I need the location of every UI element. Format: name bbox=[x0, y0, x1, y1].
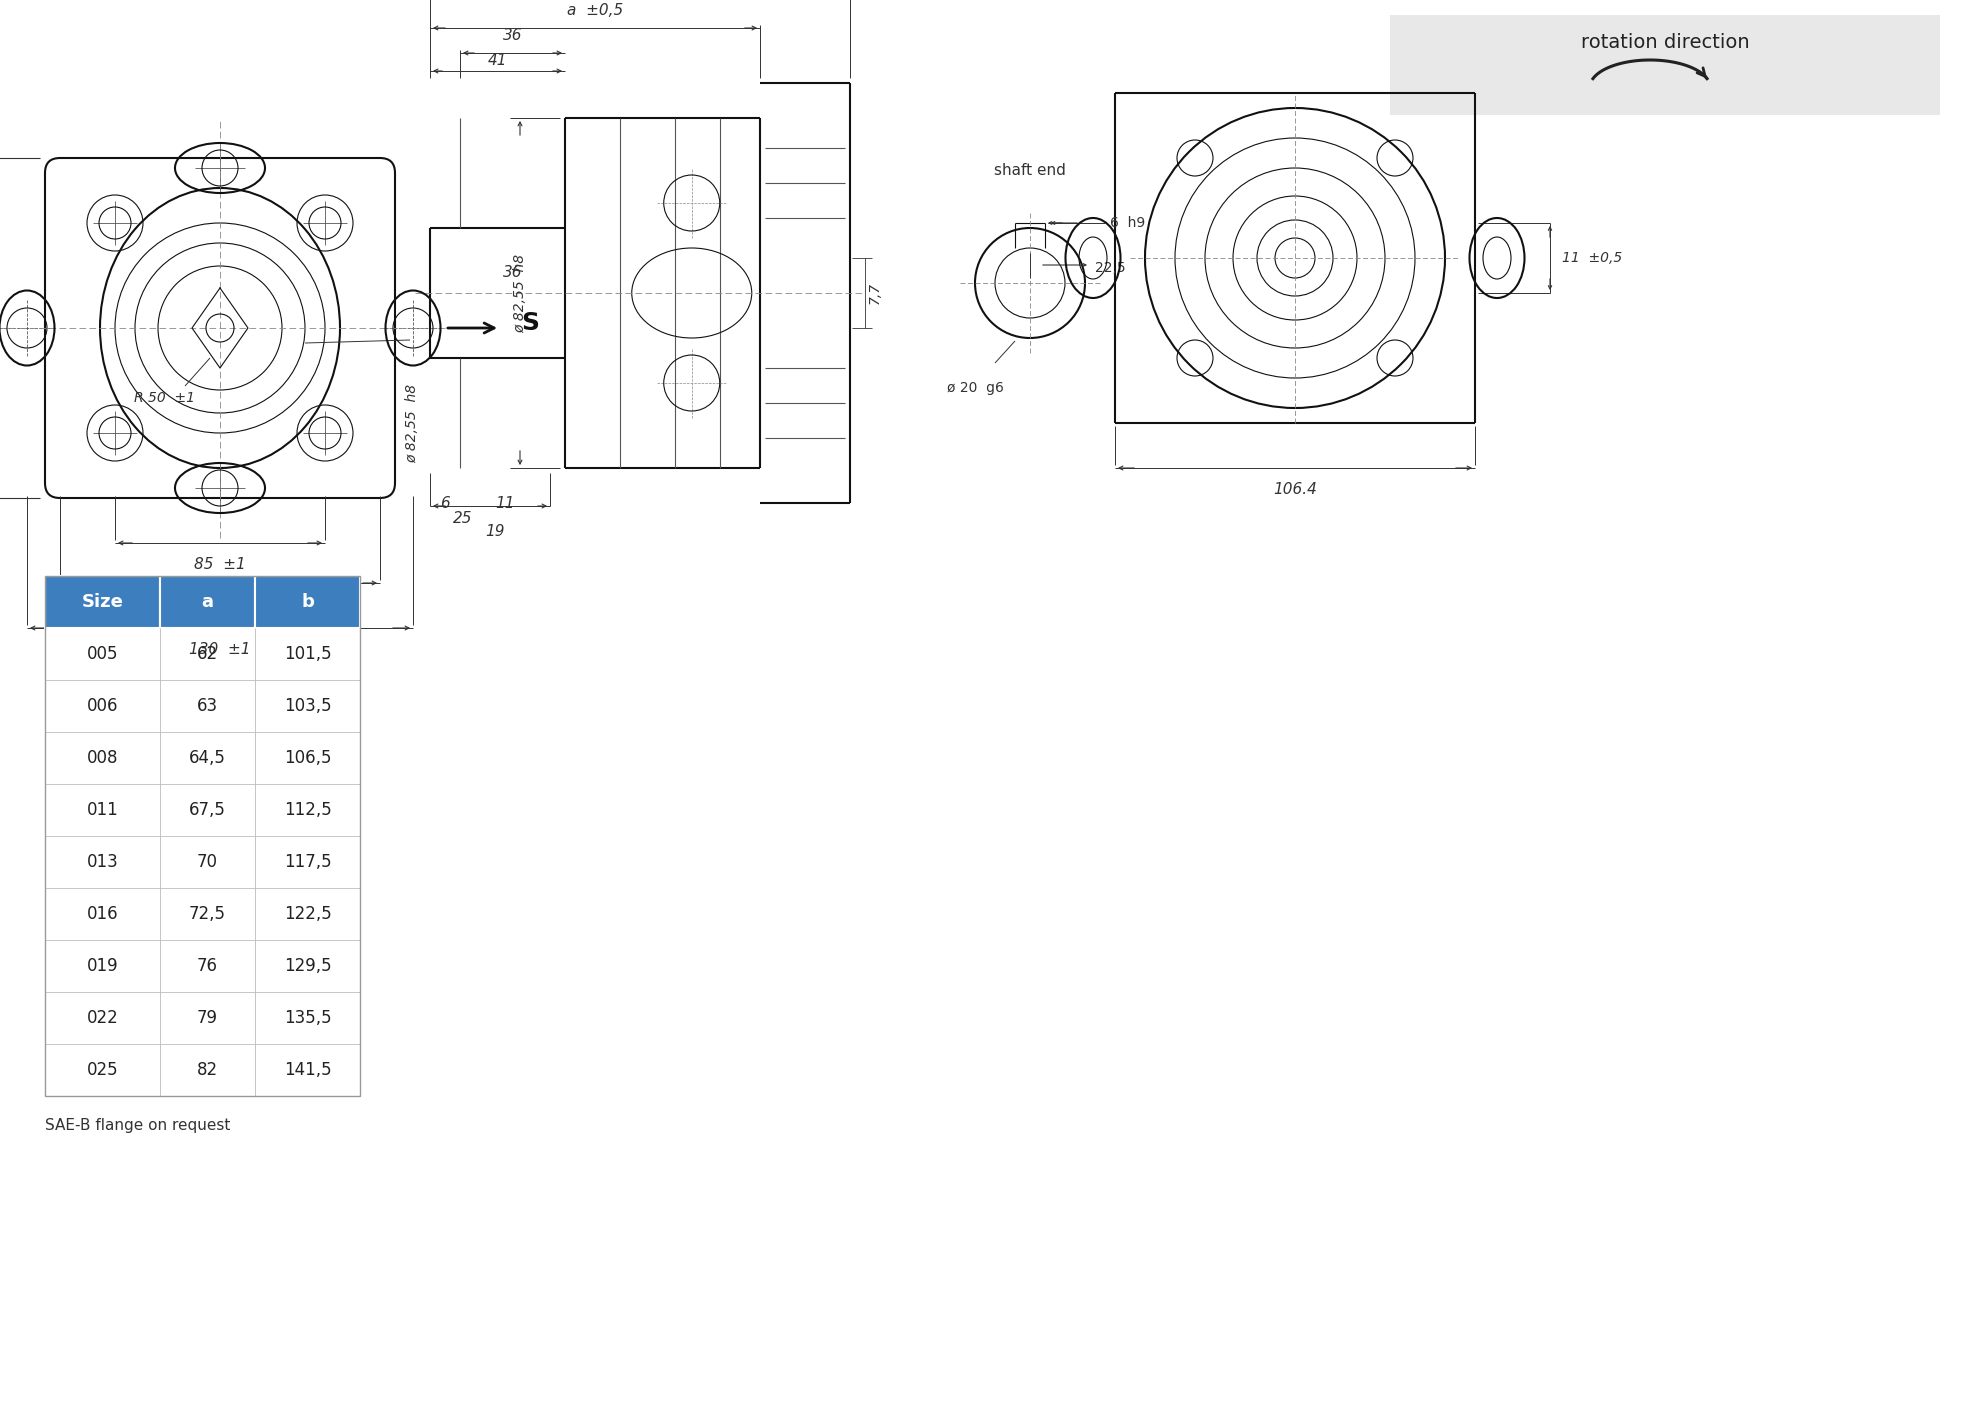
Text: 011: 011 bbox=[87, 801, 119, 820]
Text: 64,5: 64,5 bbox=[188, 750, 226, 767]
Text: shaft end: shaft end bbox=[994, 163, 1065, 178]
Text: S: S bbox=[522, 311, 540, 336]
Text: 76: 76 bbox=[196, 957, 218, 975]
Text: 70: 70 bbox=[196, 853, 218, 871]
Text: 141,5: 141,5 bbox=[284, 1061, 331, 1080]
Text: 72,5: 72,5 bbox=[188, 905, 226, 922]
Bar bbox=[46, 940, 359, 992]
Text: 112,5: 112,5 bbox=[284, 801, 331, 820]
Text: 7,7: 7,7 bbox=[869, 281, 883, 304]
Text: 6: 6 bbox=[440, 496, 450, 511]
Text: 106.4: 106.4 bbox=[1274, 483, 1317, 497]
Text: 79: 79 bbox=[196, 1010, 218, 1027]
Bar bbox=[46, 575, 359, 1097]
Bar bbox=[46, 784, 359, 835]
Text: 67,5: 67,5 bbox=[188, 801, 226, 820]
Text: 101,5: 101,5 bbox=[284, 645, 331, 663]
Bar bbox=[161, 575, 256, 628]
Text: 6  h9: 6 h9 bbox=[1109, 216, 1145, 230]
Text: 36: 36 bbox=[502, 266, 522, 280]
Text: 122,5: 122,5 bbox=[284, 905, 331, 922]
Text: 135,5: 135,5 bbox=[284, 1010, 331, 1027]
Text: 005: 005 bbox=[87, 645, 119, 663]
Text: ø 82,55  h8: ø 82,55 h8 bbox=[405, 384, 419, 463]
Text: 106,5: 106,5 bbox=[284, 750, 331, 767]
Bar bbox=[46, 835, 359, 888]
Text: Size: Size bbox=[81, 593, 123, 611]
Text: 85  ±1: 85 ±1 bbox=[194, 557, 246, 573]
Text: R 50  ±1: R 50 ±1 bbox=[135, 391, 196, 406]
Text: 11  ±0,5: 11 ±0,5 bbox=[1561, 251, 1623, 266]
Text: 022: 022 bbox=[87, 1010, 119, 1027]
Text: 006: 006 bbox=[87, 697, 119, 715]
Text: 019: 019 bbox=[87, 957, 119, 975]
Bar bbox=[46, 888, 359, 940]
Text: 63: 63 bbox=[196, 697, 218, 715]
Text: 130  ±1: 130 ±1 bbox=[188, 643, 250, 657]
Text: ø 82,55  h8: ø 82,55 h8 bbox=[514, 253, 528, 333]
Text: 22,5: 22,5 bbox=[1095, 261, 1125, 276]
Text: 103,5: 103,5 bbox=[284, 697, 331, 715]
Bar bbox=[46, 628, 359, 680]
Text: a: a bbox=[202, 593, 214, 611]
Text: b: b bbox=[302, 593, 313, 611]
Bar bbox=[256, 575, 359, 628]
Text: a  ±0,5: a ±0,5 bbox=[567, 3, 623, 19]
Text: 117,5: 117,5 bbox=[284, 853, 331, 871]
Text: 25: 25 bbox=[452, 511, 472, 526]
Text: 105: 105 bbox=[206, 597, 234, 613]
Text: 016: 016 bbox=[87, 905, 119, 922]
Bar bbox=[46, 1044, 359, 1097]
Text: 025: 025 bbox=[87, 1061, 119, 1080]
Text: ø 20  g6: ø 20 g6 bbox=[946, 381, 1004, 396]
Bar bbox=[1391, 16, 1940, 116]
Text: 41: 41 bbox=[488, 53, 508, 69]
Text: 013: 013 bbox=[87, 853, 119, 871]
Text: 62: 62 bbox=[196, 645, 218, 663]
Bar bbox=[46, 680, 359, 733]
Bar bbox=[46, 733, 359, 784]
Text: 008: 008 bbox=[87, 750, 119, 767]
Text: SAE-B flange on request: SAE-B flange on request bbox=[46, 1118, 230, 1132]
Text: 36: 36 bbox=[502, 29, 522, 43]
Bar bbox=[46, 992, 359, 1044]
Text: rotation direction: rotation direction bbox=[1581, 33, 1750, 53]
Text: 19: 19 bbox=[486, 524, 504, 538]
Text: 11: 11 bbox=[496, 496, 514, 511]
Text: 82: 82 bbox=[196, 1061, 218, 1080]
Text: 129,5: 129,5 bbox=[284, 957, 331, 975]
Bar bbox=[46, 575, 161, 628]
